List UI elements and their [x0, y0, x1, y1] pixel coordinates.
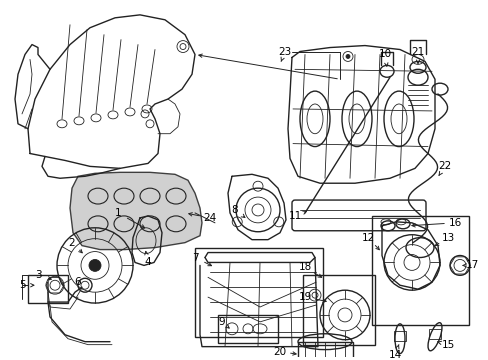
Text: 20: 20 — [273, 347, 286, 357]
Text: 14: 14 — [387, 350, 401, 360]
Text: 16: 16 — [447, 218, 461, 228]
Text: 17: 17 — [465, 260, 478, 270]
Text: 11: 11 — [288, 211, 301, 221]
Text: 2: 2 — [68, 238, 75, 248]
Text: 8: 8 — [231, 205, 238, 215]
Text: 6: 6 — [75, 277, 81, 287]
Text: 15: 15 — [441, 339, 454, 350]
Text: 13: 13 — [441, 233, 454, 243]
Text: 24: 24 — [203, 213, 216, 223]
Text: 18: 18 — [298, 262, 311, 273]
Text: 7: 7 — [191, 252, 198, 262]
Bar — [297, 342, 352, 360]
Bar — [303, 275, 374, 345]
Bar — [393, 331, 405, 341]
Bar — [218, 315, 278, 343]
Text: 19: 19 — [298, 292, 311, 302]
Text: 10: 10 — [378, 49, 391, 59]
Circle shape — [89, 260, 101, 271]
Circle shape — [346, 54, 349, 58]
Text: 9: 9 — [218, 317, 225, 327]
Bar — [28, 275, 68, 303]
Text: 12: 12 — [361, 233, 374, 243]
Polygon shape — [70, 172, 202, 249]
Bar — [195, 248, 323, 337]
Text: 5: 5 — [19, 280, 25, 290]
Text: 22: 22 — [437, 161, 451, 171]
Text: 21: 21 — [410, 46, 424, 57]
Bar — [371, 216, 468, 325]
Text: 23: 23 — [278, 46, 291, 57]
Text: 3: 3 — [35, 270, 41, 280]
Text: 4: 4 — [144, 257, 151, 267]
Bar — [428, 329, 440, 339]
Text: 1: 1 — [115, 208, 121, 218]
